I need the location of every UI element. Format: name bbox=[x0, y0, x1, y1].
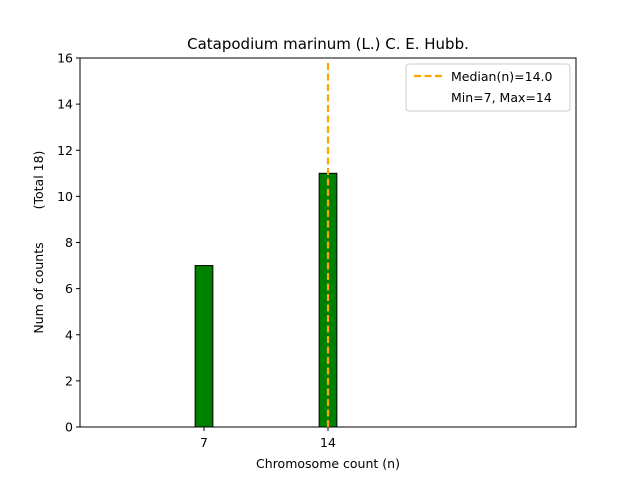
x-axis-label: Chromosome count (n) bbox=[256, 456, 400, 471]
y-tick-label: 4 bbox=[65, 327, 73, 342]
y-tick-label: 0 bbox=[65, 420, 73, 435]
y-tick-label: 12 bbox=[57, 143, 73, 158]
x-tick-label: 7 bbox=[200, 435, 208, 450]
legend: Median(n)=14.0 Min=7, Max=14 bbox=[405, 63, 571, 112]
y-tick-label: 8 bbox=[65, 235, 73, 250]
y-tick-label: 10 bbox=[57, 189, 73, 204]
legend-box bbox=[405, 63, 571, 112]
legend-median-label: Median(n)=14.0 bbox=[451, 69, 552, 84]
y-tick-label: 6 bbox=[65, 281, 73, 296]
y-axis-label: Num of counts bbox=[31, 242, 46, 333]
y-tick-label: 14 bbox=[57, 97, 73, 112]
y-tick-label: 16 bbox=[57, 51, 73, 66]
chart-title: Catapodium marinum (L.) C. E. Hubb. bbox=[187, 35, 469, 53]
bar-7 bbox=[194, 265, 214, 428]
x-tick-label: 14 bbox=[320, 435, 336, 450]
y-axis-total-label: (Total 18) bbox=[31, 151, 46, 210]
y-tick-label: 2 bbox=[65, 373, 73, 388]
y-axis: 0 2 4 6 8 10 12 14 16 bbox=[57, 51, 80, 435]
x-axis: 7 14 bbox=[200, 427, 336, 450]
legend-range-label: Min=7, Max=14 bbox=[451, 90, 552, 105]
bar-series bbox=[194, 172, 338, 428]
